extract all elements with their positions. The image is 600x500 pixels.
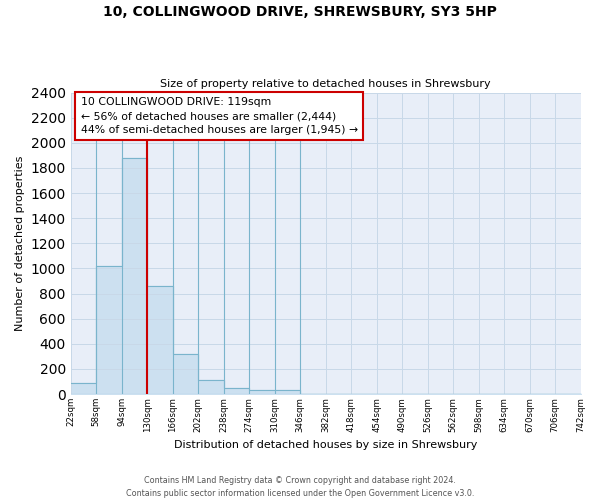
X-axis label: Distribution of detached houses by size in Shrewsbury: Distribution of detached houses by size …	[174, 440, 477, 450]
Y-axis label: Number of detached properties: Number of detached properties	[15, 156, 25, 331]
Title: Size of property relative to detached houses in Shrewsbury: Size of property relative to detached ho…	[160, 79, 491, 89]
Text: 10 COLLINGWOOD DRIVE: 119sqm
← 56% of detached houses are smaller (2,444)
44% of: 10 COLLINGWOOD DRIVE: 119sqm ← 56% of de…	[81, 97, 358, 135]
Text: 10, COLLINGWOOD DRIVE, SHREWSBURY, SY3 5HP: 10, COLLINGWOOD DRIVE, SHREWSBURY, SY3 5…	[103, 5, 497, 19]
Text: Contains HM Land Registry data © Crown copyright and database right 2024.
Contai: Contains HM Land Registry data © Crown c…	[126, 476, 474, 498]
